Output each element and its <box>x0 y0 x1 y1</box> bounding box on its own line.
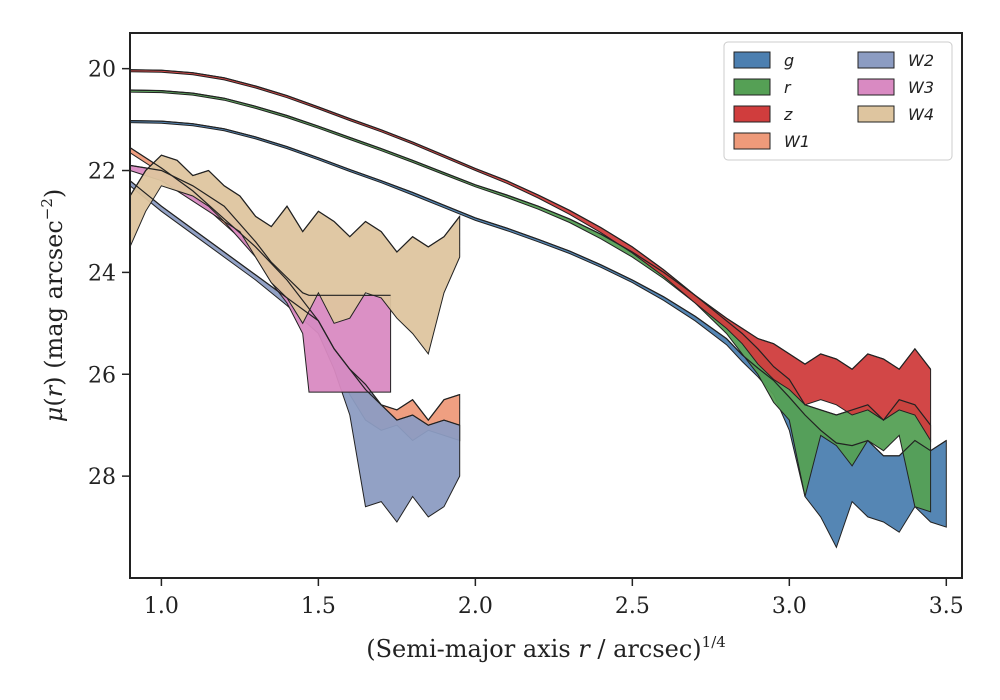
legend-label-W2: W2 <box>908 51 934 70</box>
legend-label-W3: W3 <box>908 78 934 97</box>
legend-box <box>723 41 953 161</box>
band-upper-edge-W2 <box>129 180 460 426</box>
band-W4 <box>129 154 461 356</box>
y-tick-label: 20 <box>88 58 116 83</box>
y-axis-label: μ(r) (mag arcsec−2) <box>38 189 68 423</box>
legend-label-g: g <box>784 51 794 70</box>
x-tick-label: 3.5 <box>929 594 964 619</box>
x-tick-label: 2.5 <box>615 594 650 619</box>
series-lines <box>129 69 947 457</box>
y-tick-label: 26 <box>88 363 116 388</box>
legend-label-r: r <box>784 78 792 97</box>
x-tick-label: 3.0 <box>772 594 807 619</box>
y-axis-ticks: 20 22 24 26 28 <box>88 58 130 490</box>
plot-frame <box>129 32 963 579</box>
y-tick-label: 24 <box>88 261 116 286</box>
legend-swatch-W2 <box>857 51 895 69</box>
legend-swatch-r <box>733 78 771 96</box>
legend-swatch-W4 <box>857 105 895 123</box>
legend-swatch-g <box>733 51 771 69</box>
legend-swatch-W1 <box>733 132 771 150</box>
legend-label-z: z <box>783 105 793 124</box>
band-upper-edge-r <box>129 89 932 426</box>
y-tick-label: 28 <box>88 465 116 490</box>
x-axis-ticks: 1.0 1.5 2.0 2.5 3.0 3.5 <box>144 578 964 619</box>
legend: grz W1 W2 W3 W4 <box>723 41 953 161</box>
x-tick-label: 1.0 <box>144 594 179 619</box>
band-upper-edge-W4 <box>129 154 461 253</box>
legend-label-W4: W4 <box>908 105 934 124</box>
y-tick-label: 22 <box>88 160 116 185</box>
x-axis-label: (Semi-major axis r / arcsec)1/4 <box>366 633 726 663</box>
legend-swatch-z <box>733 105 771 123</box>
band-upper-edge-W3 <box>129 164 391 296</box>
x-tick-label: 1.5 <box>301 594 336 619</box>
legend-label-W1: W1 <box>784 132 810 151</box>
x-tick-label: 2.0 <box>458 594 493 619</box>
legend-swatch-W3 <box>857 78 895 96</box>
band-g <box>129 120 947 549</box>
band-upper-edge-g <box>129 120 947 457</box>
band-upper-edge-z <box>129 69 932 371</box>
